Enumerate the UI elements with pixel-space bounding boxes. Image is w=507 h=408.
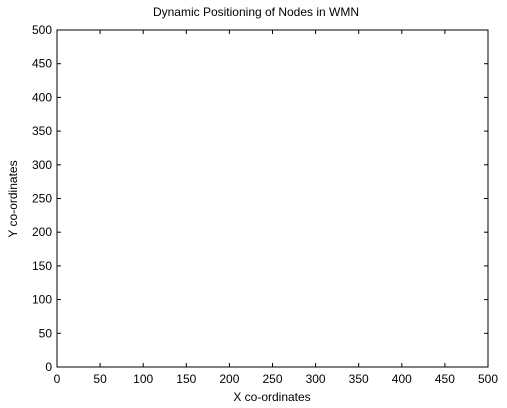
x-tick-label: 0 bbox=[54, 372, 61, 386]
y-tick-label: 500 bbox=[32, 23, 52, 37]
y-tick-label: 400 bbox=[32, 90, 52, 104]
y-tick-label: 350 bbox=[32, 124, 52, 138]
x-tick-label: 300 bbox=[306, 372, 326, 386]
y-tick-label: 50 bbox=[39, 326, 53, 340]
y-tick-label: 150 bbox=[32, 259, 52, 273]
y-tick-label: 450 bbox=[32, 57, 52, 71]
x-tick-label: 450 bbox=[435, 372, 455, 386]
x-tick-label: 150 bbox=[176, 372, 196, 386]
y-tick-label: 300 bbox=[32, 158, 52, 172]
x-tick-label: 400 bbox=[392, 372, 412, 386]
x-tick-label: 200 bbox=[219, 372, 239, 386]
chart-title: Dynamic Positioning of Nodes in WMN bbox=[153, 5, 359, 19]
y-tick-label: 100 bbox=[32, 293, 52, 307]
y-tick-label: 200 bbox=[32, 225, 52, 239]
y-tick-label: 250 bbox=[32, 192, 52, 206]
y-axis-label: Y co-ordinates bbox=[6, 160, 20, 237]
plot-area-frame bbox=[56, 29, 489, 368]
x-tick-label: 500 bbox=[478, 372, 498, 386]
x-axis-label: X co-ordinates bbox=[233, 390, 310, 404]
y-axis: 0 50 100 150 200 250 300 350 400 450 500 bbox=[32, 23, 488, 374]
y-tick-label: 0 bbox=[45, 360, 52, 374]
x-tick-label: 100 bbox=[133, 372, 153, 386]
x-axis: 0 50 100 150 200 250 300 350 400 450 500 bbox=[54, 30, 498, 386]
x-tick-label: 250 bbox=[262, 372, 282, 386]
x-tick-label: 50 bbox=[93, 372, 107, 386]
x-tick-label: 350 bbox=[349, 372, 369, 386]
